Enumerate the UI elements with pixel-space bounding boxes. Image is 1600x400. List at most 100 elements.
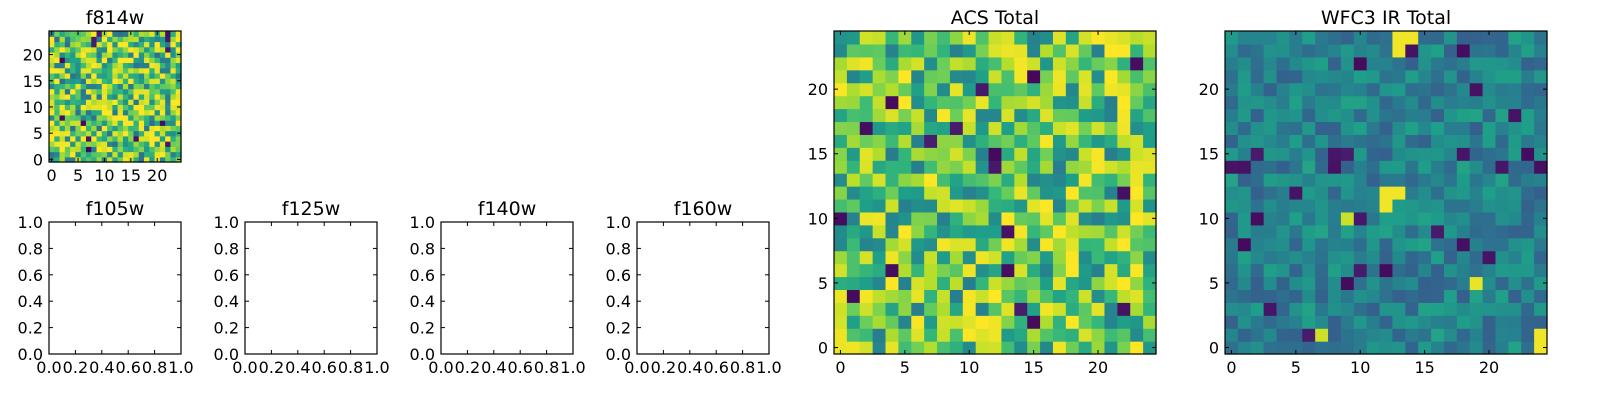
heatmap-cell xyxy=(70,46,76,53)
heatmap-cell xyxy=(1443,315,1458,329)
heatmap-cell xyxy=(159,83,166,90)
heatmap-cell xyxy=(175,146,182,153)
heatmap-cell xyxy=(1431,69,1445,84)
heatmap-cell xyxy=(1431,160,1445,174)
heatmap-cell xyxy=(1263,56,1278,71)
heatmap-cell xyxy=(1263,211,1278,226)
heatmap-cell xyxy=(70,146,76,153)
heatmap-cell xyxy=(128,83,135,90)
heatmap-cell xyxy=(1405,56,1419,71)
heatmap-cell xyxy=(175,46,182,53)
heatmap-cell xyxy=(170,130,177,137)
heatmap-cell xyxy=(834,43,848,58)
heatmap-cell xyxy=(159,104,166,111)
heatmap-cell xyxy=(112,41,119,48)
heatmap-cell xyxy=(1366,315,1381,329)
heatmap-cell xyxy=(175,62,182,69)
heatmap-cell xyxy=(1052,315,1067,329)
heatmap-cell xyxy=(64,114,71,121)
heatmap-cell xyxy=(1495,31,1509,45)
heatmap-cell xyxy=(175,99,182,105)
heatmap-cell xyxy=(1117,121,1131,135)
heatmap-cell xyxy=(834,315,848,329)
heatmap-cell xyxy=(962,31,977,45)
heatmap-cell xyxy=(1456,69,1471,84)
heatmap-cell xyxy=(1001,237,1015,252)
heatmap-cell xyxy=(133,41,140,48)
heatmap-cell xyxy=(1392,328,1406,342)
heatmap-cell xyxy=(112,135,119,142)
heatmap-cell xyxy=(898,173,912,187)
heatmap-cell xyxy=(1027,134,1041,148)
heatmap-cell xyxy=(1276,43,1290,58)
heatmap-cell xyxy=(107,104,113,111)
heatmap-cell xyxy=(937,315,951,329)
heatmap-cell xyxy=(1091,328,1106,342)
heatmap-cell xyxy=(1340,289,1355,303)
heatmap-cell xyxy=(1117,211,1131,226)
heatmap-cell xyxy=(834,186,848,200)
x-tick-label: 10 xyxy=(1350,358,1370,377)
heatmap-cell xyxy=(834,31,848,45)
heatmap-cell xyxy=(898,134,912,148)
heatmap-cell xyxy=(1340,250,1355,265)
heatmap-cell xyxy=(91,156,98,163)
heatmap-cell xyxy=(70,57,76,64)
heatmap-cell xyxy=(101,146,108,153)
heatmap-cell xyxy=(1040,224,1054,239)
heatmap-cell xyxy=(165,104,172,111)
heatmap-cell xyxy=(1078,95,1093,110)
heatmap-cell xyxy=(1289,173,1303,187)
heatmap-cell xyxy=(1052,31,1067,45)
heatmap-cell xyxy=(54,78,61,84)
heatmap-cell xyxy=(1328,341,1342,355)
heatmap-cell xyxy=(1001,160,1015,174)
heatmap-cell xyxy=(949,31,964,45)
heatmap-cell xyxy=(1495,173,1509,187)
heatmap-cell xyxy=(117,130,124,137)
heatmap-cell xyxy=(117,135,124,142)
heatmap-cell xyxy=(117,156,124,163)
heatmap-cell xyxy=(107,31,113,37)
heatmap-cell xyxy=(1001,186,1015,200)
heatmap-cell xyxy=(144,135,150,142)
heatmap-cell xyxy=(96,36,103,43)
heatmap-cell xyxy=(122,104,129,111)
heatmap-cell xyxy=(1534,56,1548,71)
heatmap-cell xyxy=(1366,108,1381,123)
heatmap-cell xyxy=(1078,173,1093,187)
heatmap-cell xyxy=(937,69,951,84)
heatmap-cell xyxy=(1392,82,1406,97)
heatmap-cell xyxy=(859,186,874,200)
heatmap-cell xyxy=(1065,198,1080,213)
heatmap-cell xyxy=(834,302,848,316)
heatmap-cell xyxy=(1340,341,1355,355)
heatmap-cell xyxy=(80,141,87,147)
heatmap-cell xyxy=(1469,173,1484,187)
heatmap-cell xyxy=(85,146,92,153)
heatmap-cell xyxy=(1040,198,1054,213)
heatmap-cell xyxy=(1065,108,1080,123)
heatmap-cell xyxy=(859,263,874,278)
heatmap-cell xyxy=(1431,108,1445,123)
heatmap-cell xyxy=(846,173,861,187)
heatmap-cell xyxy=(1328,250,1342,265)
heatmap-cell xyxy=(122,120,129,126)
heatmap-cell xyxy=(1276,186,1290,200)
heatmap-cell xyxy=(846,69,861,84)
heatmap-cell xyxy=(1130,56,1144,71)
heatmap-cell xyxy=(112,78,119,84)
heatmap-cell xyxy=(937,302,951,316)
heatmap-cell xyxy=(1117,56,1131,71)
heatmap-cell xyxy=(75,125,82,132)
heatmap-cell xyxy=(122,109,129,116)
heatmap-cell xyxy=(1353,186,1368,200)
heatmap-cell xyxy=(165,130,172,137)
heatmap-cell xyxy=(1302,198,1316,213)
heatmap-cell xyxy=(1534,108,1548,123)
heatmap-cell xyxy=(96,156,103,163)
heatmap-cell xyxy=(138,114,145,121)
heatmap-cell xyxy=(1143,250,1157,265)
heatmap-cell xyxy=(122,146,129,153)
